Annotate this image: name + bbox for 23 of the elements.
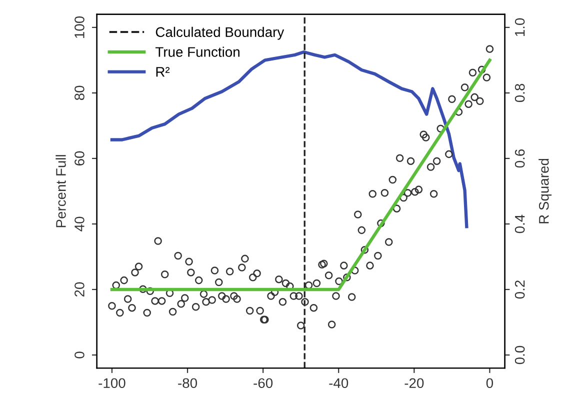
x-tick-label: -60	[254, 378, 273, 388]
y2-axis-title: R Squared	[538, 158, 552, 224]
x-tick-label: -40	[329, 378, 348, 388]
y-tick-label: 40	[74, 216, 84, 232]
y2-tick-label: 0.0	[514, 346, 525, 364]
y2-tick-label: 0.6	[514, 149, 525, 168]
ref-line-label: Calculated Boundary	[156, 26, 284, 40]
y-tick-label: 20	[74, 282, 84, 297]
x-tick-label: 0	[486, 378, 494, 388]
y-tick-label: 60	[74, 151, 84, 166]
y-tick-label: 0	[74, 352, 84, 358]
y-tick-label: 80	[74, 86, 84, 100]
y2-tick-label: 1.0	[514, 18, 525, 36]
y2-tick-label: 0.2	[514, 280, 525, 299]
x-tick-label: -20	[404, 378, 424, 388]
legend-label: True Function	[156, 46, 240, 57]
y-axis-title: Percent Full	[56, 155, 66, 228]
x-tick-label: -100	[98, 378, 126, 388]
legend-label: R²	[156, 67, 170, 77]
x-tick-label: -80	[178, 378, 198, 388]
y2-tick-label: 0.4	[514, 214, 525, 234]
y2-tick-label: 0.8	[514, 84, 525, 102]
y-tick-label: 100	[74, 16, 84, 38]
